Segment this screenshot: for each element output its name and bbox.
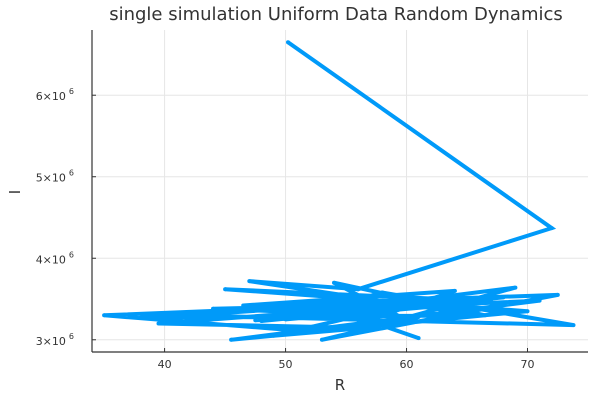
y-tick-mantissa: 5×10	[36, 172, 66, 185]
x-axis-label: R	[335, 376, 345, 394]
y-tick-mantissa: 4×10	[36, 253, 66, 266]
series-point	[283, 317, 288, 322]
x-tick-label: 70	[521, 358, 535, 371]
series-point	[241, 303, 246, 308]
series-point	[211, 306, 215, 311]
series-point	[477, 313, 482, 318]
series-point	[223, 287, 228, 292]
series-point	[571, 323, 576, 328]
series-layer	[102, 40, 576, 342]
y-tick-label: 3×10 6	[36, 332, 74, 348]
series-point	[404, 301, 409, 306]
series-point	[253, 318, 258, 323]
series-point	[483, 313, 488, 318]
series-point	[332, 280, 336, 285]
series-point	[380, 290, 385, 295]
ticks: 40 50 60 703×10 64×10 65×10 66×10 6	[36, 87, 535, 371]
series-point	[271, 333, 276, 338]
y-tick-exponent: 6	[69, 169, 74, 178]
y-tick-label: 4×10 6	[36, 250, 74, 266]
y-tick-exponent: 6	[69, 87, 74, 96]
series-point	[319, 337, 324, 342]
series-point	[344, 325, 348, 330]
series-point	[156, 321, 161, 326]
series-point	[452, 288, 457, 293]
series-point	[362, 317, 367, 322]
series-point	[537, 298, 542, 303]
x-tick-label: 50	[279, 358, 293, 371]
series-point	[286, 40, 290, 45]
series-point	[555, 292, 560, 297]
y-axis-label: I	[6, 190, 24, 194]
x-tick-label: 60	[400, 358, 414, 371]
series-point	[489, 299, 494, 304]
y-tick-mantissa: 3×10	[36, 335, 66, 348]
y-tick-exponent: 6	[69, 250, 74, 259]
series-point	[247, 279, 252, 284]
y-tick-exponent: 6	[69, 332, 74, 341]
y-tick-mantissa: 6×10	[36, 90, 66, 103]
grid	[92, 30, 588, 352]
series-point	[102, 313, 107, 318]
series-point	[428, 297, 433, 301]
series-point	[368, 325, 373, 330]
series-point	[229, 337, 234, 342]
series-point	[307, 329, 312, 334]
series-point	[525, 309, 530, 314]
series-point	[392, 311, 397, 316]
series-line	[103, 40, 574, 342]
x-tick-label: 40	[158, 358, 172, 371]
series-point	[549, 226, 554, 231]
series-point	[186, 313, 191, 318]
series-point	[259, 319, 264, 323]
chart-title: single simulation Uniform Data Random Dy…	[109, 4, 563, 25]
y-tick-label: 5×10 6	[36, 169, 74, 185]
series-point	[440, 297, 445, 301]
series-point	[138, 315, 143, 320]
y-tick-label: 6×10 6	[36, 87, 74, 103]
series-point	[295, 309, 300, 314]
series-point	[513, 285, 518, 290]
series-point	[356, 287, 361, 292]
series-point	[416, 314, 421, 319]
series-point	[501, 295, 506, 300]
series-point	[416, 336, 421, 341]
